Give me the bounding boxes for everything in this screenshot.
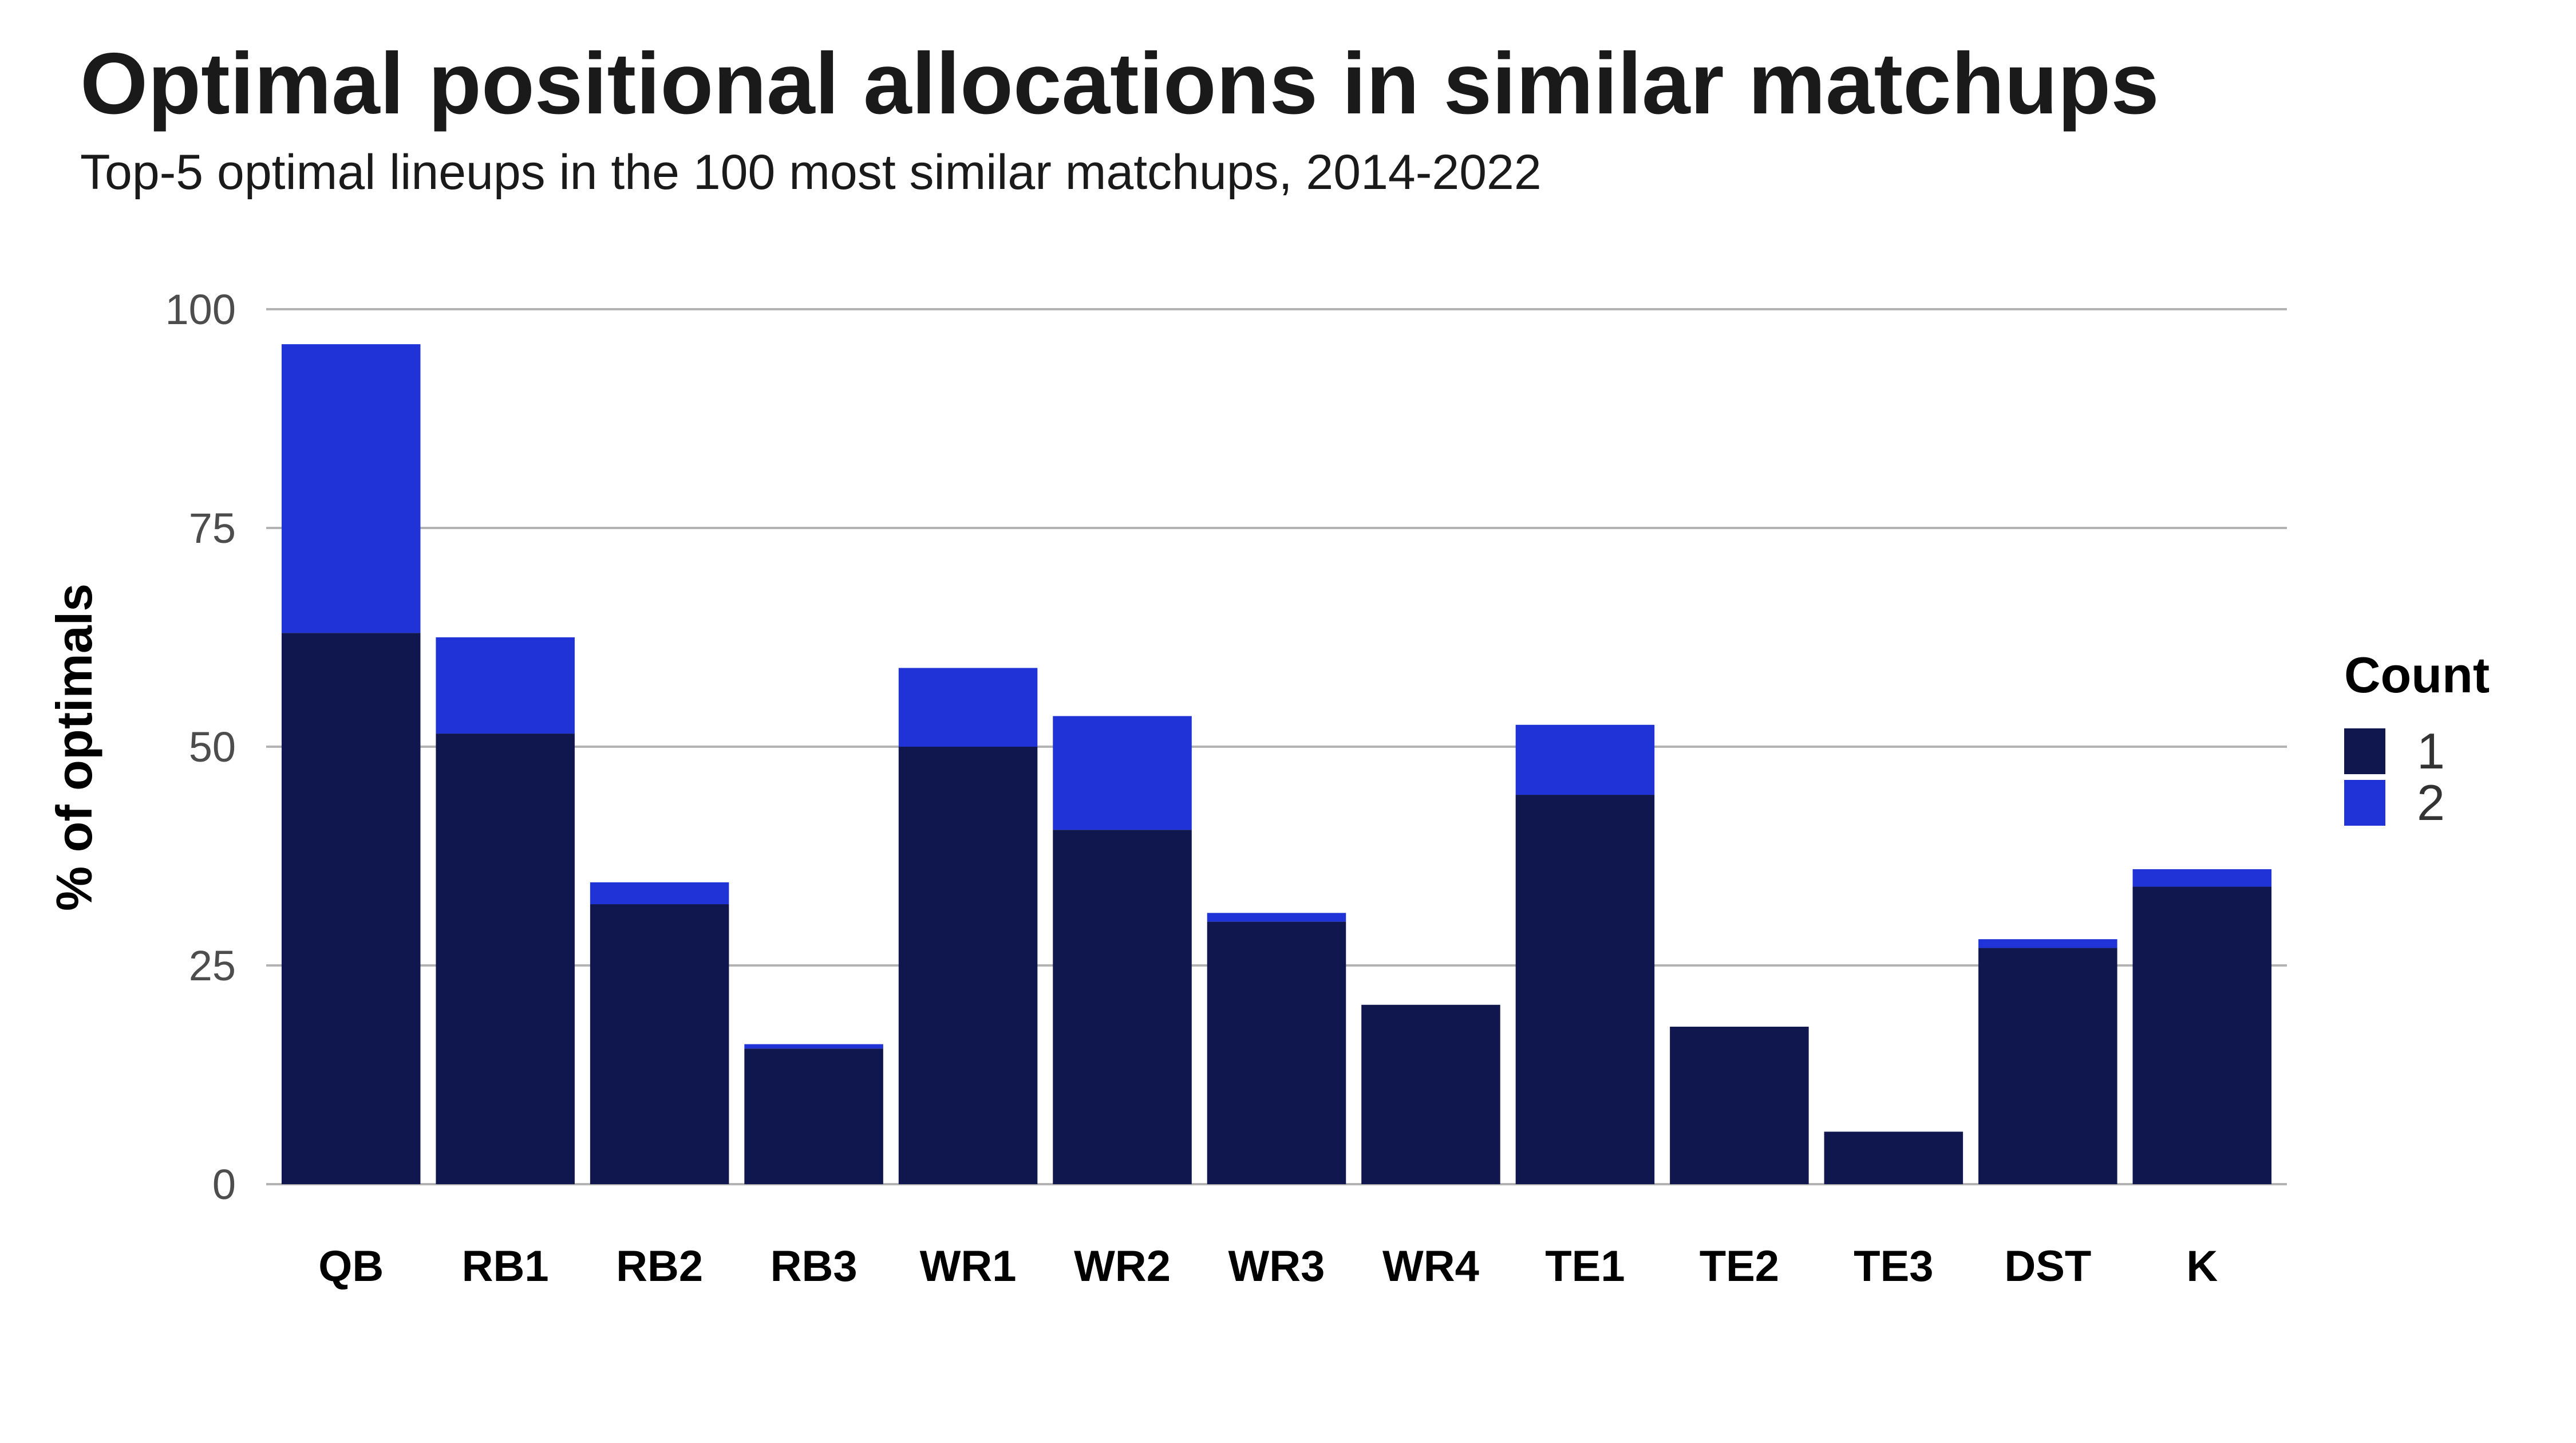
x-category-label-WR1: WR1 — [920, 1242, 1017, 1291]
y-tick-label-0: 0 — [212, 1161, 236, 1208]
x-category-label-WR2: WR2 — [1074, 1242, 1171, 1291]
x-category-label-TE1: TE1 — [1545, 1242, 1625, 1291]
legend: Count 1 2 — [2344, 650, 2490, 829]
bar-TE1-count-2 — [1515, 724, 1655, 795]
bar-RB3-count-1 — [744, 1048, 883, 1184]
x-category-label-DST: DST — [2004, 1242, 2091, 1291]
legend-item-2: 2 — [2344, 777, 2490, 829]
bar-RB1-count-2 — [436, 637, 575, 734]
chart-subtitle: Top-5 optimal lineups in the 100 most si… — [80, 145, 1542, 200]
x-category-label-QB: QB — [318, 1242, 384, 1291]
bar-DST-count-2 — [1978, 939, 2117, 948]
bar-DST-count-1 — [1978, 948, 2117, 1184]
legend-swatch-1 — [2344, 728, 2385, 774]
bar-RB2-count-2 — [590, 882, 729, 905]
bar-WR1-count-1 — [898, 747, 1038, 1184]
x-category-label-RB3: RB3 — [771, 1242, 858, 1291]
x-category-label-TE3: TE3 — [1854, 1242, 1933, 1291]
y-axis-tick-labels: 0 25 50 75 100 — [165, 286, 236, 1208]
bar-WR1-count-2 — [898, 668, 1038, 747]
bar-K-count-1 — [2132, 886, 2272, 1184]
x-category-label-K: K — [2186, 1242, 2218, 1291]
x-category-label-TE2: TE2 — [1700, 1242, 1779, 1291]
legend-swatch-2 — [2344, 780, 2385, 826]
legend-label-1: 1 — [2417, 723, 2445, 779]
bar-WR2-count-1 — [1053, 830, 1192, 1184]
bar-QB-count-1 — [281, 633, 421, 1184]
y-tick-label-25: 25 — [189, 942, 236, 989]
x-category-label-RB1: RB1 — [462, 1242, 549, 1291]
legend-label-2: 2 — [2417, 774, 2445, 831]
bar-WR3-count-1 — [1207, 921, 1346, 1184]
x-category-label-RB2: RB2 — [616, 1242, 703, 1291]
x-axis-category-labels: QB RB1 RB2 RB3 WR1 WR2 WR3 WR4 TE1 TE2 TE3 DST K — [318, 1242, 2218, 1291]
legend-item-1: 1 — [2344, 726, 2490, 777]
bar-RB1-count-1 — [436, 734, 575, 1184]
bar-WR2-count-2 — [1053, 716, 1192, 830]
y-tick-label-50: 50 — [189, 723, 236, 771]
bar-K-count-2 — [2132, 869, 2272, 887]
y-tick-label-100: 100 — [165, 286, 236, 333]
y-tick-label-75: 75 — [189, 504, 236, 552]
bar-WR4-count-1 — [1361, 1004, 1500, 1184]
bar-WR3-count-2 — [1207, 913, 1346, 922]
bar-QB-count-2 — [281, 344, 421, 633]
bar-RB3-count-2 — [744, 1044, 883, 1049]
x-category-label-WR3: WR3 — [1228, 1242, 1325, 1291]
y-axis-title: % of optimals — [46, 583, 102, 911]
legend-title: Count — [2344, 646, 2490, 703]
bar-TE1-count-1 — [1515, 795, 1655, 1184]
bar-TE2-count-1 — [1670, 1026, 1809, 1184]
bars — [281, 344, 2272, 1184]
bar-TE3-count-1 — [1824, 1131, 1963, 1184]
x-category-label-WR4: WR4 — [1382, 1242, 1479, 1291]
bar-RB2-count-1 — [590, 904, 729, 1184]
chart-title: Optimal positional allocations in simila… — [80, 35, 2159, 132]
